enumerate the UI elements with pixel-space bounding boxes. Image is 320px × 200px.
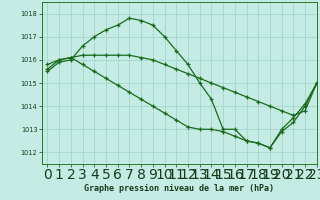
- X-axis label: Graphe pression niveau de la mer (hPa): Graphe pression niveau de la mer (hPa): [84, 184, 274, 193]
